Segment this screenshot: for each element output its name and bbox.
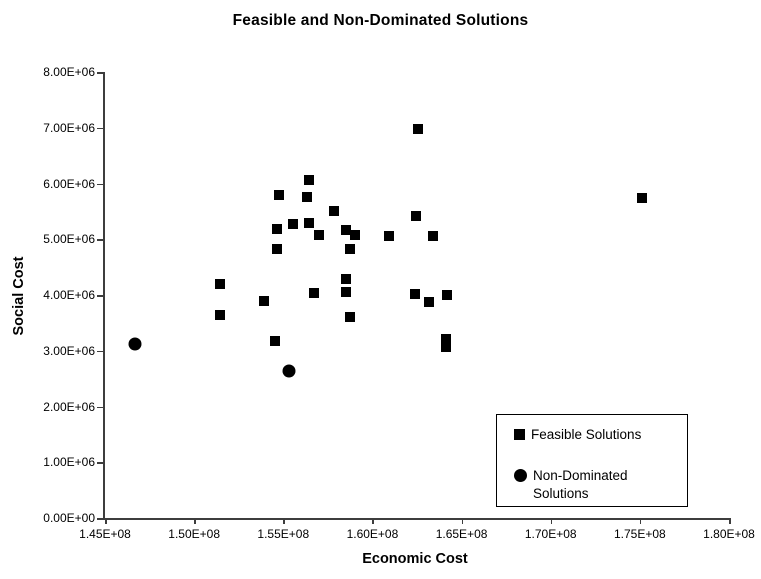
data-point-square <box>349 230 360 241</box>
data-point-square <box>340 274 351 285</box>
y-axis-tick-label: 0.00E+00 <box>43 511 95 525</box>
data-point-circle <box>282 364 296 378</box>
data-point-square <box>214 309 225 320</box>
legend-box: Feasible Solutions Non-Dominated Solution… <box>496 414 688 507</box>
data-point-square <box>411 211 422 222</box>
y-axis-tick-label: 1.00E+06 <box>43 455 95 470</box>
data-point-square <box>345 244 356 255</box>
x-axis-tick-label: 1.75E+08 <box>613 527 666 541</box>
legend-item: Non-Dominated Solutions <box>514 467 675 502</box>
plot-area: 1.45E+08 1.50E+08 1.55E+08 1.60E+08 1.65E+08… <box>43 65 755 541</box>
data-point-square <box>271 244 282 255</box>
legend-item-label: Non-Dominated Solutions <box>533 468 628 501</box>
y-axis-tick <box>97 406 103 408</box>
legend-circle-marker-icon <box>514 469 527 482</box>
y-axis-tick-label: 8.00E+06 <box>43 65 95 79</box>
y-axis-tick-label: 2.00E+06 <box>43 399 95 414</box>
x-axis-tick <box>461 518 464 524</box>
legend-item: Feasible Solutions <box>514 426 641 444</box>
data-point-square <box>287 219 298 230</box>
y-axis-tick <box>97 462 103 464</box>
x-axis-tick <box>194 518 196 524</box>
legend-item-label: Feasible Solutions <box>531 427 642 442</box>
data-point-square <box>271 224 282 235</box>
data-point-square <box>636 192 647 203</box>
data-point-square <box>329 206 340 217</box>
y-axis-tick <box>97 295 103 297</box>
data-point-square <box>409 288 420 299</box>
data-point-square <box>313 229 324 240</box>
y-axis-tick <box>97 350 103 353</box>
data-point-square <box>308 288 319 299</box>
x-axis-tick <box>550 518 553 524</box>
x-axis-tick <box>729 518 731 524</box>
y-axis-tick <box>97 72 103 74</box>
data-point-square <box>427 231 438 242</box>
y-axis-title: Social Cost <box>11 256 27 336</box>
x-axis-tick <box>105 518 107 524</box>
x-axis-tick-label: 1.50E+08 <box>168 527 220 541</box>
data-point-square <box>341 224 352 235</box>
data-point-square <box>214 278 225 289</box>
x-axis-tick <box>639 518 642 524</box>
legend-square-marker-icon <box>514 429 525 440</box>
x-axis-tick <box>283 518 285 524</box>
y-axis-tick <box>97 183 103 185</box>
y-axis-tick-label: 5.00E+06 <box>43 232 95 247</box>
data-point-square <box>441 290 452 300</box>
x-axis-tick-label: 1.70E+08 <box>524 527 577 541</box>
data-point-square <box>384 230 395 241</box>
data-point-square <box>440 342 451 353</box>
data-point-square <box>258 296 269 307</box>
x-axis-title: Economic Cost <box>362 551 468 567</box>
x-axis-tick-label: 1.45E+08 <box>79 527 131 541</box>
x-axis-tick-label: 1.55E+08 <box>257 527 310 541</box>
y-axis-tick-label: 7.00E+06 <box>43 120 95 135</box>
data-point-square <box>303 217 314 228</box>
data-point-square <box>412 124 423 135</box>
y-axis-tick <box>97 239 103 241</box>
x-axis-tick-label: 1.65E+08 <box>435 527 488 541</box>
y-axis-tick-label: 3.00E+06 <box>43 343 95 358</box>
data-point-square <box>440 334 451 345</box>
data-point-square <box>340 286 351 297</box>
data-point-square <box>301 192 312 203</box>
data-point-square <box>304 174 315 185</box>
y-axis-tick <box>97 127 103 130</box>
chart-title: Feasible and Non-Dominated Solutions <box>232 12 529 29</box>
y-axis-tick <box>97 518 103 520</box>
x-axis-tick-label: 1.60E+08 <box>346 527 399 541</box>
data-point-square <box>269 335 280 346</box>
data-point-square <box>273 189 284 200</box>
data-point-square <box>424 297 435 308</box>
x-axis-tick-label: 1.80E+08 <box>703 527 755 541</box>
data-point-circle <box>128 337 142 351</box>
data-point-square <box>345 312 356 323</box>
y-axis-tick-label: 6.00E+06 <box>43 176 95 191</box>
y-axis-tick-label: 4.00E+06 <box>43 288 95 302</box>
x-axis-tick <box>372 518 374 524</box>
